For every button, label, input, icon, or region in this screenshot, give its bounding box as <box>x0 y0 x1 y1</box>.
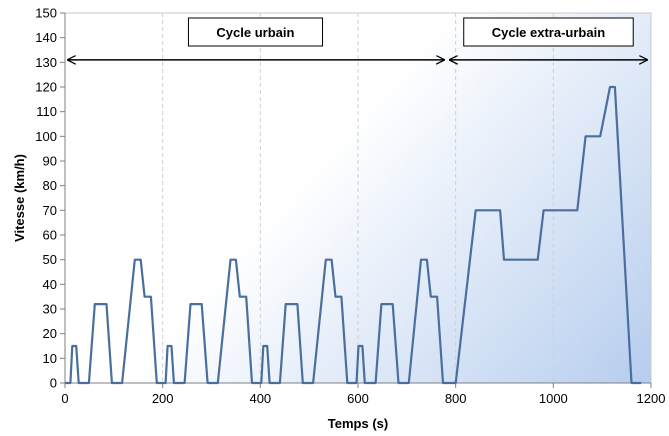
x-axis-title: Temps (s) <box>328 416 388 431</box>
y-tick-label: 110 <box>36 104 57 119</box>
x-tick-label: 0 <box>61 391 68 406</box>
y-tick-label: 80 <box>43 178 57 193</box>
x-tick-label: 600 <box>347 391 369 406</box>
grid <box>162 13 554 383</box>
y-tick-label: 50 <box>43 252 57 267</box>
y-tick-label: 70 <box>43 203 57 218</box>
y-tick-label: 150 <box>35 6 57 21</box>
annotations: Cycle urbain Cycle extra-urbain <box>68 17 647 60</box>
y-tick-label: 20 <box>43 326 57 341</box>
x-tick-label: 1200 <box>637 391 666 406</box>
tick-labels: 0 10 20 30 40 50 60 70 80 90 100 110 120 130 140 150 0 20… <box>35 6 665 407</box>
y-axis-title: Vitesse (km/h) <box>12 154 27 242</box>
y-tick-label: 10 <box>43 351 57 366</box>
y-tick-label: 140 <box>35 30 57 45</box>
x-tick-label: 1000 <box>539 391 568 406</box>
y-tick-label: 40 <box>43 277 57 292</box>
y-tick-label: 0 <box>50 376 57 391</box>
series <box>65 85 642 385</box>
series-line <box>65 85 642 385</box>
y-tick-label: 90 <box>43 154 57 169</box>
annotation-box <box>187 17 324 47</box>
y-tick-label: 130 <box>35 55 57 70</box>
y-tick-label: 60 <box>43 228 57 243</box>
y-tick-label: 120 <box>35 80 57 95</box>
x-tick-label: 400 <box>249 391 271 406</box>
annotation-box <box>463 17 634 47</box>
annotation-label: Cycle urbain <box>216 25 294 40</box>
x-tick-label: 800 <box>445 391 467 406</box>
x-tick-label: 200 <box>152 391 174 406</box>
annotation-label: Cycle extra-urbain <box>492 25 605 40</box>
y-tick-label: 100 <box>35 129 57 144</box>
y-tick-label: 30 <box>43 302 57 317</box>
